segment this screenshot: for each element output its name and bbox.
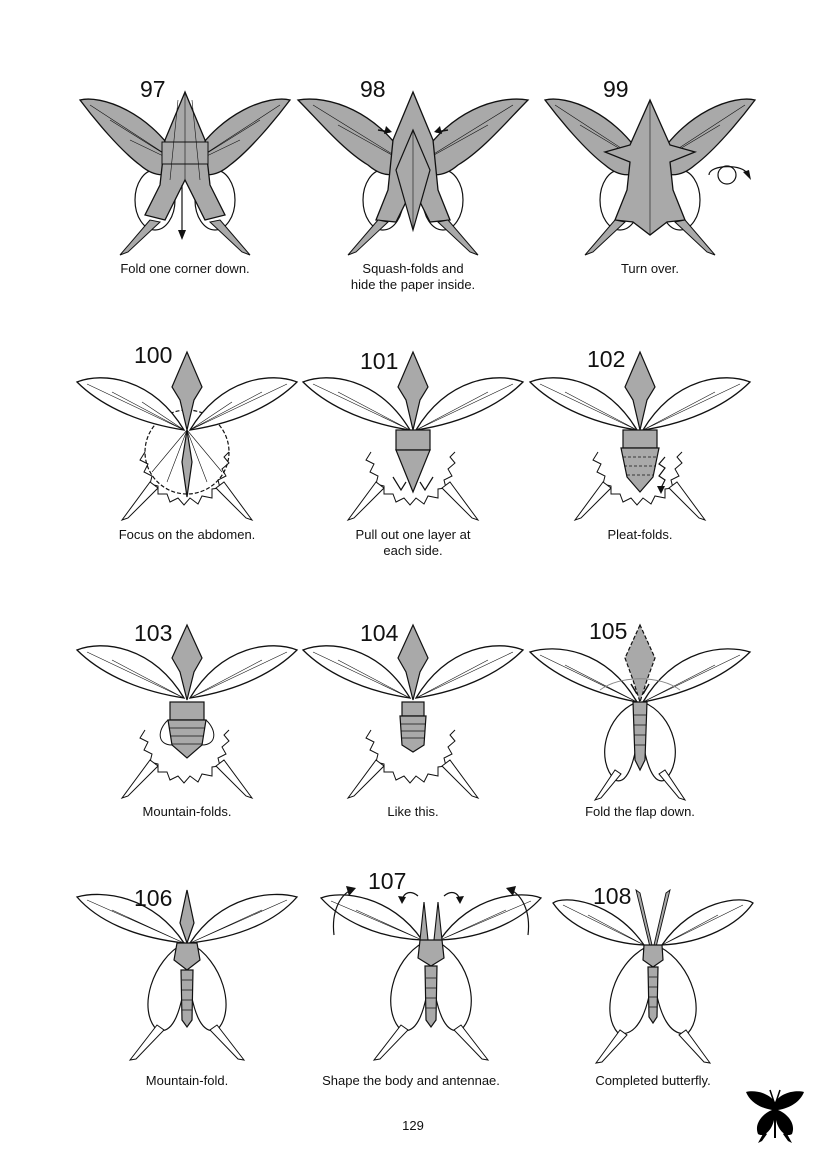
step-103: 103 Mountain-folds. (72, 620, 302, 850)
step-caption: Fold one corner down. (120, 261, 250, 276)
step-number: 105 (589, 618, 628, 644)
step-102: 102 Pleat-folds. (525, 342, 755, 572)
step-107: 107 Shape the body and antennae. (316, 870, 546, 1100)
step-number: 100 (134, 342, 173, 368)
step-99: 99 Turn over. (535, 70, 765, 300)
step-97: 97 Fold one corner down. (70, 70, 300, 300)
step-caption: Completed butterfly. (595, 1073, 711, 1088)
step-number: 102 (587, 346, 626, 372)
step-108: 108 Completed butterfly. (538, 885, 768, 1115)
step-105: 105 Fold the flap down. (525, 620, 755, 850)
butterfly-silhouette-icon (746, 1089, 804, 1143)
diagram-108 (552, 888, 754, 1064)
diagram-100 (75, 350, 299, 521)
step-number: 106 (134, 885, 173, 911)
step-number: 101 (360, 348, 399, 374)
step-98: 98 Squash-folds and hide the paper insid… (296, 70, 530, 300)
diagram-98 (296, 90, 530, 256)
turn-over-icon (708, 165, 751, 185)
step-106: 106 Mountain-fold. (72, 885, 302, 1115)
step-number: 104 (360, 620, 399, 646)
step-number: 103 (134, 620, 173, 646)
step-caption: Like this. (387, 804, 439, 819)
step-caption: Shape the body and antennae. (322, 1073, 500, 1088)
diagram-107 (319, 886, 543, 1061)
step-caption: Mountain-folds. (142, 804, 232, 819)
step-number: 107 (368, 868, 407, 894)
diagram-99 (543, 98, 757, 256)
step-caption: Fold the flap down. (585, 804, 695, 819)
diagram-105 (528, 623, 752, 801)
page-number: 129 (402, 1118, 424, 1133)
diagram-104 (301, 623, 525, 799)
step-number: 108 (593, 883, 632, 909)
step-number: 99 (603, 76, 629, 102)
step-caption: Mountain-fold. (145, 1073, 229, 1088)
step-caption: Focus on the abdomen. (118, 527, 256, 542)
step-101: 101 Pull out one layer at each side. (298, 342, 528, 572)
step-number: 98 (360, 76, 386, 102)
diagram-97 (78, 90, 292, 256)
step-caption: Pleat-folds. (607, 527, 673, 542)
step-100: 100 Focus on the abdomen. (72, 342, 302, 572)
step-number: 97 (140, 76, 166, 102)
step-caption: Turn over. (620, 261, 680, 276)
diagram-106 (75, 889, 299, 1061)
step-caption: Squash-folds and hide the paper inside. (350, 261, 476, 292)
step-104: 104 Like this. (298, 620, 528, 850)
step-caption: Pull out one layer at each side. (355, 527, 471, 558)
diagram-101 (301, 350, 525, 521)
diagram-103 (75, 623, 299, 799)
diagram-102 (528, 350, 752, 521)
